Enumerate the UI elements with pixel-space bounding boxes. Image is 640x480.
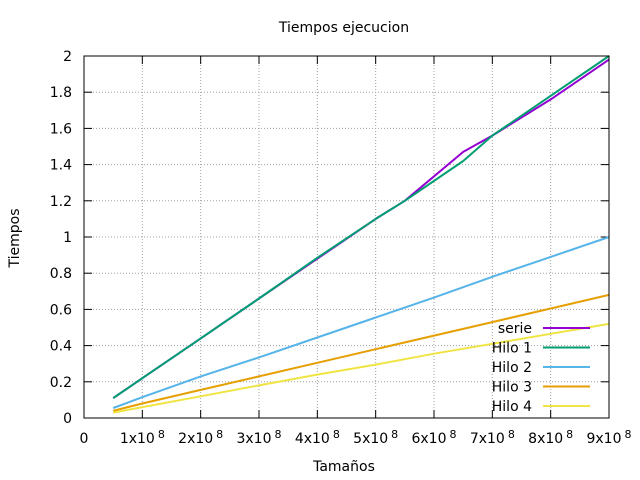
x-tick-label: 4x10 8 [295,428,340,447]
x-tick-label-base: 9x10 [586,431,621,447]
y-tick-label: 1.4 [50,158,72,174]
x-tick-label-exponent: 8 [216,428,223,441]
y-tick-label: 0.6 [50,302,72,318]
x-tick-label: 2x10 8 [178,428,223,447]
x-tick-label: 9x10 8 [586,428,631,447]
x-tick-label-base: 0 [80,431,89,447]
y-tick-label: 1 [63,230,72,246]
x-tick-label: 7x10 8 [470,428,515,447]
x-tick-label-base: 1x10 [120,431,155,447]
x-tick-label-exponent: 8 [333,428,340,441]
plot-frame [83,55,610,419]
x-tick-label: 1x10 8 [120,428,165,447]
x-tick-label: 3x10 8 [236,428,281,447]
legend: serie Hilo 1 Hilo 2 Hilo 3 Hilo 4 [492,321,590,415]
grid-lines [84,56,609,418]
x-tick-label: 5x10 8 [353,428,398,447]
legend-label: Hilo 4 [492,399,532,415]
x-tick-label-exponent: 8 [275,428,282,441]
series-line-3 [112,293,610,412]
axis-ticks: 00.20.40.60.811.21.41.61.820 1x10 8 2x10 8 3x… [50,49,632,447]
y-tick-label: 1.8 [50,85,72,101]
y-axis-label: Tiempos [7,208,23,268]
x-tick-label-base: 7x10 [470,431,505,447]
series-lines [112,55,610,414]
x-tick-label-exponent: 8 [450,428,457,441]
series-line-2 [112,236,610,409]
legend-label: Hilo 1 [492,341,532,357]
x-tick-label-base: 5x10 [353,431,388,447]
legend-label: Hilo 2 [492,360,532,376]
x-tick-label-exponent: 8 [158,428,165,441]
x-tick-label-base: 4x10 [295,431,330,447]
series-line-1 [112,55,610,399]
y-tick-label: 0.4 [50,339,72,355]
x-tick-label-base: 3x10 [236,431,271,447]
legend-label: serie [498,321,532,337]
x-tick-label-exponent: 8 [508,428,515,441]
x-tick-label: 8x10 8 [528,428,573,447]
y-tick-label: 1.6 [50,121,72,137]
x-axis-label: Tamaños [312,459,375,475]
y-tick-label: 0.2 [50,375,72,391]
y-tick-label: 1.2 [50,194,72,210]
x-tick-label-exponent: 8 [391,428,398,441]
series-line-4 [113,322,610,414]
y-tick-label: 2 [63,49,72,65]
x-tick-label: 0 [80,431,89,447]
x-tick-label-base: 8x10 [528,431,563,447]
y-tick-label: 0 [63,411,72,427]
x-tick-label-base: 2x10 [178,431,213,447]
y-tick-label: 0.8 [50,266,72,282]
chart-title: Tiempos ejecucion [278,20,409,36]
x-tick-label: 6x10 8 [411,428,456,447]
legend-label: Hilo 3 [492,380,532,396]
x-tick-label-base: 6x10 [411,431,446,447]
x-tick-label-exponent: 8 [625,428,632,441]
x-tick-label-exponent: 8 [566,428,573,441]
